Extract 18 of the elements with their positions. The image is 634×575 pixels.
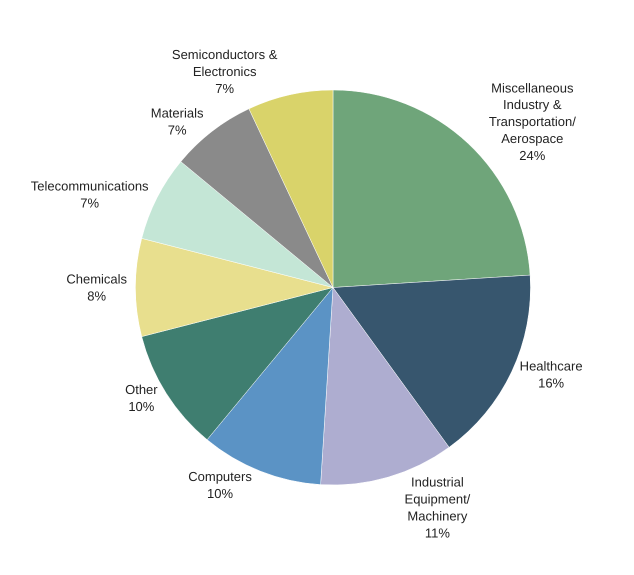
slice-label: Materials — [150, 106, 204, 121]
slice-label: Other — [125, 382, 158, 397]
slice-label: Telecommunications — [30, 178, 150, 194]
data-label: 7% — [215, 80, 234, 96]
data-label: 24% — [519, 148, 546, 163]
data-label: 10% — [207, 486, 234, 501]
data-label: 8% — [87, 288, 107, 304]
data-label: 11% — [424, 525, 450, 540]
data-label: 7% — [168, 122, 187, 138]
slice-label: Computers — [188, 468, 252, 484]
data-label: 16% — [538, 375, 565, 390]
slice-label: Semiconductors & Electronics — [172, 47, 278, 80]
data-label: 7% — [80, 196, 100, 210]
slice-label: Chemicals — [66, 272, 128, 287]
data-label: 10% — [128, 398, 155, 414]
slice-label: Industrial Equipment/ Machinery — [404, 474, 471, 524]
slice-label: Healthcare — [520, 358, 583, 374]
slice-label: Miscellaneous Industry & Transportation/ Aerospace — [488, 80, 576, 146]
